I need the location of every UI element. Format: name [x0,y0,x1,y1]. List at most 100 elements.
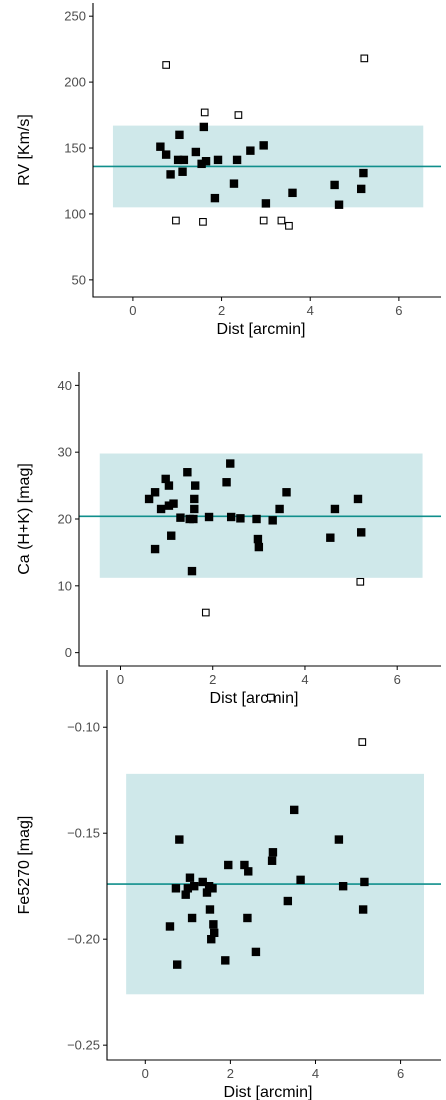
data-point-filled [251,947,261,957]
y-tick-label: 150 [64,141,86,156]
x-tick-label: 4 [301,672,308,687]
data-point-filled [209,920,218,929]
data-point-filled [201,157,211,166]
data-point-filled [181,890,190,899]
data-point-filled [353,494,363,504]
data-point-filled [165,922,175,931]
y-tick-label: 40 [58,378,72,393]
data-point-filled [156,142,165,151]
data-point-open [234,111,243,119]
data-point-filled [179,155,189,165]
x-tick-label: 6 [395,303,402,318]
data-point-filled [208,884,217,893]
data-point-filled [259,141,268,150]
data-point-filled [178,167,187,176]
data-point-filled [360,877,369,887]
data-point-filled [191,147,201,157]
y-tick-label: 20 [58,512,72,527]
data-point-filled [171,884,181,893]
data-point-open [285,221,293,230]
data-point-filled [240,860,249,870]
data-point-filled [183,468,192,477]
data-point-filled [334,835,344,844]
data-point-filled [359,168,368,178]
chart-panel-3: 0 2 4 6 −0.25 −0.20 −0.15 −0.10 Dist [arcmin] Fe5… [16,670,441,1100]
data-point-filled [358,905,368,914]
data-point-filled [161,474,170,484]
data-point-filled [222,478,231,487]
data-point-filled [185,873,195,882]
data-point-filled [236,514,245,523]
y-tick-label: 100 [64,206,86,221]
data-point-filled [164,501,174,510]
data-point-filled [205,905,215,914]
x-tick-label: 6 [397,1066,404,1081]
data-point-filled [226,459,235,468]
y-tick-label: −0.20 [67,932,100,947]
data-point-filled [290,805,299,815]
data-point-filled [187,566,197,576]
data-point-filled [232,155,242,165]
data-point-open [277,216,286,225]
data-point-filled [275,504,284,514]
y-tick-label: 30 [58,445,72,460]
data-point-filled [283,896,293,906]
data-point-filled [173,155,183,165]
data-point-filled [334,200,344,209]
data-point-filled [338,881,348,891]
data-point-filled [199,122,209,132]
y-axis-title: Ca (H+K) [mag] [16,463,33,575]
data-point-filled [204,512,214,522]
data-point-filled [207,934,216,944]
x-tick-label: 0 [129,303,136,318]
x-tick-label: 2 [209,672,216,687]
data-point-filled [189,514,198,524]
y-tick-label: 200 [64,75,86,90]
y-tick-label: 10 [58,578,72,593]
data-point-open [266,693,275,702]
data-point-filled [176,513,185,522]
data-point-filled [357,528,366,537]
data-point-filled [330,180,339,190]
data-point-filled [161,150,171,159]
data-point-filled [296,875,305,885]
data-point-filled [252,514,261,524]
data-point-filled [197,159,206,169]
data-point-filled [167,531,176,540]
data-point-filled [175,835,184,844]
chart-panel-2: 0 2 4 6 0 10 20 30 40 Dist [arcmin] Ca (H+K) [mag] [16,372,441,707]
data-point-filled [243,913,252,923]
data-point-filled [183,884,193,893]
data-point-filled [326,533,335,542]
x-tick-label: 4 [312,1066,319,1081]
data-point-filled [229,179,239,188]
data-point-filled [190,881,199,891]
x-tick-label: 0 [142,1066,149,1081]
data-point-filled [288,188,297,198]
data-point-filled [224,860,233,870]
y-tick-label: −0.25 [67,1038,100,1053]
data-point-filled [210,928,219,938]
data-point-filled [357,184,366,194]
data-point-open [259,216,268,225]
x-axis-title: Dist [arcmin] [217,321,306,338]
data-point-filled [202,888,212,897]
y-axis-title: RV [Km/s] [16,114,33,186]
data-point-filled [253,534,263,544]
data-point-filled [187,913,197,923]
data-point-open [360,54,369,63]
data-point-filled [150,544,160,554]
data-point-open [356,577,365,586]
data-point-filled [330,504,340,514]
data-point-filled [198,877,207,887]
data-point-filled [191,481,200,490]
data-point-open [172,216,180,225]
y-tick-label: 0 [65,645,72,660]
data-point-filled [226,512,236,522]
data-point-filled [254,542,264,552]
data-point-filled [166,170,175,179]
data-point-open [200,108,209,117]
data-point-filled [156,504,166,514]
data-point-filled [268,516,277,525]
